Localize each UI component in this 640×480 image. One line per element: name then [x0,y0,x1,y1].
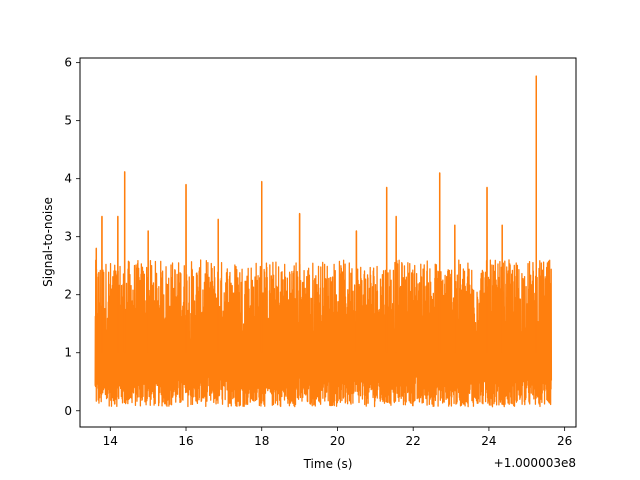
x-tick-label: 16 [178,434,193,448]
series-line [94,75,553,408]
y-axis-ticks: 0 1 2 3 4 5 6 [64,56,80,418]
y-tick-label: 0 [64,404,72,418]
x-tick-label: 18 [254,434,269,448]
y-tick-label: 1 [64,346,72,360]
y-axis-label: Signal-to-noise [41,197,55,287]
y-tick-label: 6 [64,56,72,70]
x-tick-label: 20 [330,434,345,448]
y-tick-label: 4 [64,172,72,186]
x-tick-label: 22 [406,434,421,448]
series-layer [94,75,553,408]
x-tick-label: 24 [481,434,496,448]
x-tick-label: 26 [557,434,572,448]
y-tick-label: 5 [64,114,72,128]
y-tick-label: 3 [64,230,72,244]
y-tick-label: 2 [64,288,72,302]
x-axis-offset-label: +1.000003e8 [494,456,576,470]
x-axis-ticks: 14 16 18 20 22 24 26 [103,427,572,448]
x-axis-label: Time (s) [303,457,353,471]
axes-frame [79,57,577,428]
x-tick-label: 14 [103,434,118,448]
